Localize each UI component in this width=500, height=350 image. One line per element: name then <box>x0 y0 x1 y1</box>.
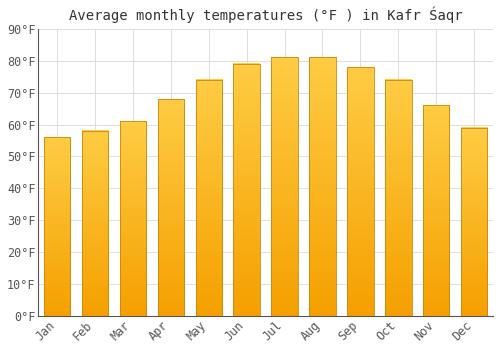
Bar <box>82 131 108 316</box>
Bar <box>347 67 374 316</box>
Bar <box>196 80 222 316</box>
Bar <box>347 67 374 316</box>
Bar <box>158 99 184 316</box>
Bar <box>196 80 222 316</box>
Bar <box>309 57 336 316</box>
Bar <box>272 57 298 316</box>
Bar <box>385 80 411 316</box>
Bar <box>272 57 298 316</box>
Bar <box>234 64 260 316</box>
Bar <box>423 105 450 316</box>
Bar <box>120 121 146 316</box>
Bar <box>44 137 70 316</box>
Bar <box>234 64 260 316</box>
Bar <box>44 137 70 316</box>
Bar <box>385 80 411 316</box>
Bar <box>120 121 146 316</box>
Bar <box>309 57 336 316</box>
Bar <box>423 105 450 316</box>
Bar <box>461 128 487 316</box>
Bar <box>82 131 108 316</box>
Bar <box>158 99 184 316</box>
Title: Average monthly temperatures (°F ) in Kafr Śaqr: Average monthly temperatures (°F ) in Ka… <box>69 7 462 23</box>
Bar <box>461 128 487 316</box>
